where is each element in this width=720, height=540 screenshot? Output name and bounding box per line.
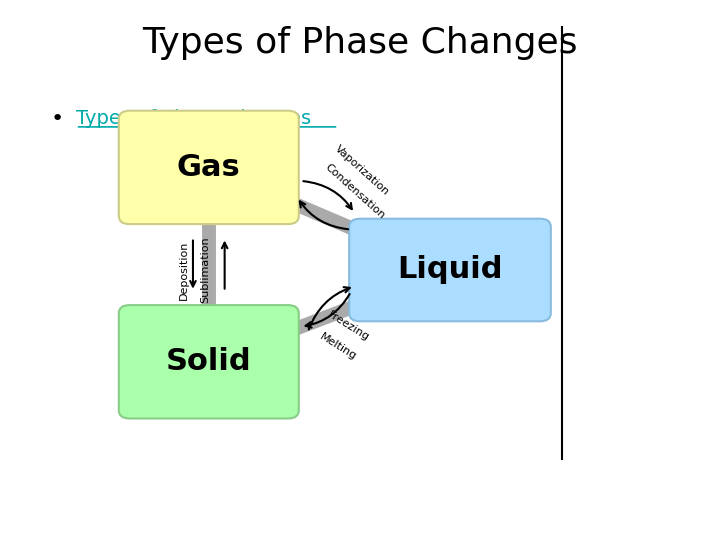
Text: •: • bbox=[50, 109, 63, 129]
Text: Gas: Gas bbox=[177, 153, 240, 182]
Text: Melting: Melting bbox=[318, 332, 359, 362]
Text: Freezing: Freezing bbox=[325, 310, 371, 343]
Text: Deposition: Deposition bbox=[179, 240, 189, 300]
Text: Types of Phase Changes: Types of Phase Changes bbox=[143, 26, 577, 60]
Text: Vaporization: Vaporization bbox=[333, 143, 391, 197]
FancyBboxPatch shape bbox=[119, 111, 299, 224]
Text: Condensation: Condensation bbox=[323, 163, 387, 221]
FancyBboxPatch shape bbox=[349, 219, 551, 321]
Text: Sublimation: Sublimation bbox=[200, 237, 210, 303]
Text: Types of Phase Changes: Types of Phase Changes bbox=[76, 109, 311, 129]
FancyBboxPatch shape bbox=[119, 305, 299, 418]
Text: Solid: Solid bbox=[166, 347, 251, 376]
Text: Liquid: Liquid bbox=[397, 255, 503, 285]
